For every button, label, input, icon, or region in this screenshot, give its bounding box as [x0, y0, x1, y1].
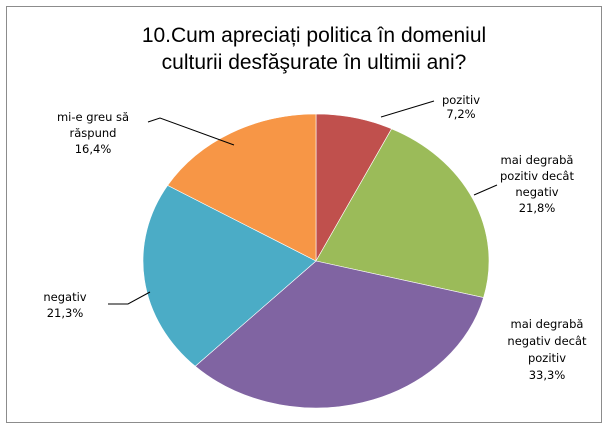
slice-data-label: mai degrabă pozitiv decât negativ 21,8%: [500, 153, 574, 215]
pie-slice: [194, 260, 484, 409]
slice-data-label: pozitiv 7,2%: [442, 93, 480, 121]
slice-category-text: pozitiv: [442, 93, 480, 107]
leader-line: [147, 117, 235, 146]
slice-data-label: mai degrabă negativ decât pozitiv 33,3%: [507, 317, 587, 382]
leader-line: [108, 291, 151, 305]
slice-category-text: mai degrabă: [501, 153, 574, 167]
slice-percent-text: 16,4%: [75, 142, 112, 156]
pie-slice: [167, 113, 317, 262]
slice-category-text: răspund: [70, 126, 117, 140]
leader-line: [380, 100, 435, 118]
slice-category-text: negativ: [515, 185, 558, 199]
pie-slice: [315, 128, 490, 298]
slice-category-text: pozitiv decât: [500, 169, 574, 183]
pie-slice: [142, 184, 317, 367]
label-leader-lines: [108, 100, 498, 305]
slice-category-text: mi-e greu să: [57, 110, 129, 124]
slice-category-text: pozitiv: [528, 351, 566, 365]
slice-percent-text: 21,8%: [519, 201, 556, 215]
slice-percent-text: 33,3%: [529, 368, 566, 382]
chart-title-line-1: 10.Cum apreciați politica în domeniul: [142, 24, 486, 47]
pie-slices: [142, 113, 490, 409]
data-labels: pozitiv 7,2%mai degrabă pozitiv decât negat…: [43, 93, 587, 382]
slice-category-text: negativ: [43, 290, 86, 304]
chart-title-line-2: culturii desfăşurate în ultimii ani?: [162, 51, 467, 74]
slice-data-label: negativ 21,3%: [43, 290, 86, 320]
slice-data-label: mi-e greu să răspund 16,4%: [57, 110, 129, 156]
leader-line: [473, 184, 498, 196]
slice-percent-text: 21,3%: [47, 306, 84, 320]
slice-category-text: negativ decât: [507, 334, 587, 348]
slice-percent-text: 7,2%: [446, 107, 475, 121]
slice-category-text: mai degrabă: [511, 317, 584, 331]
